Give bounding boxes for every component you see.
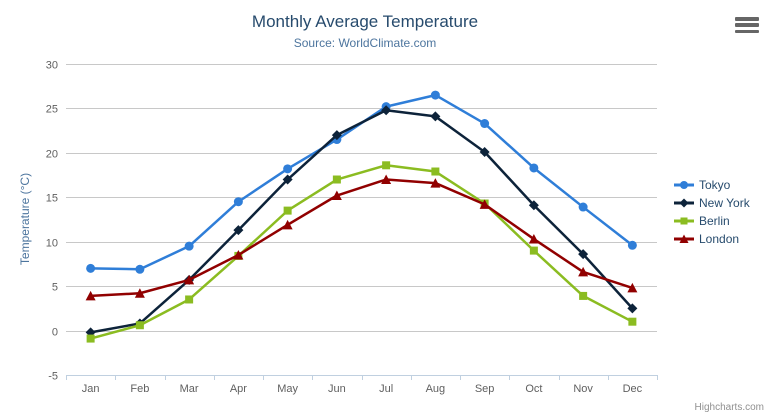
series-london (85, 174, 638, 301)
y-axis-label: 0 (52, 327, 58, 339)
data-point[interactable] (680, 217, 688, 225)
data-point[interactable] (331, 190, 342, 201)
x-axis-label: Nov (573, 383, 593, 395)
series-tokyo (86, 90, 637, 274)
data-point[interactable] (579, 291, 588, 300)
x-axis-label: Oct (525, 383, 542, 395)
legend-item-london[interactable]: London (674, 230, 750, 248)
data-point[interactable] (430, 90, 440, 100)
data-point[interactable] (134, 288, 145, 298)
x-axis-label: Jun (328, 383, 346, 395)
data-point[interactable] (381, 105, 392, 116)
y-axis-label: -5 (48, 371, 58, 383)
menu-bar (735, 23, 759, 27)
y-axis-label: 30 (46, 60, 58, 72)
legend-label: New York (699, 196, 750, 210)
legend: Tokyo New York Berlin London (674, 176, 750, 248)
export-menu-button[interactable] (735, 17, 759, 33)
legend-item-new-york[interactable]: New York (674, 194, 750, 212)
x-axis-label: Dec (623, 383, 643, 395)
data-point[interactable] (233, 197, 243, 207)
data-point[interactable] (529, 246, 538, 255)
y-axis-label: 15 (46, 193, 58, 205)
menu-bar (735, 29, 759, 33)
x-axis-label: Sep (475, 383, 495, 395)
y-axis-label: 20 (46, 149, 58, 161)
data-point[interactable] (430, 178, 441, 188)
data-point[interactable] (578, 266, 589, 277)
legend-label: Tokyo (699, 178, 731, 192)
series-line-new-york[interactable] (89, 108, 634, 334)
legend-item-tokyo[interactable]: Tokyo (674, 176, 750, 194)
legend-marker-square-icon (674, 217, 694, 225)
data-point[interactable] (282, 219, 293, 230)
data-point[interactable] (86, 263, 96, 273)
x-axis-label: Jul (379, 383, 393, 395)
data-point[interactable] (627, 282, 638, 293)
data-point[interactable] (233, 225, 244, 236)
data-point[interactable] (184, 241, 194, 251)
y-axis-label: 5 (52, 282, 58, 294)
data-point[interactable] (578, 202, 588, 212)
data-point[interactable] (332, 175, 341, 184)
x-axis-label: Jan (82, 383, 100, 395)
chart-subtitle: Source: WorldClimate.com (293, 36, 437, 50)
data-point[interactable] (430, 111, 441, 122)
data-point[interactable] (283, 206, 292, 215)
y-axis-label: 25 (46, 104, 58, 116)
data-point[interactable] (679, 234, 689, 244)
data-point[interactable] (529, 163, 539, 173)
data-point[interactable] (578, 249, 589, 260)
data-point[interactable] (282, 174, 293, 185)
x-axis-label: Feb (130, 383, 149, 395)
x-axis-label: Mar (180, 383, 199, 395)
data-point[interactable] (233, 250, 244, 260)
data-point[interactable] (86, 334, 95, 343)
data-point[interactable] (381, 174, 392, 185)
series-line-london[interactable] (89, 178, 634, 298)
legend-marker-triangle-icon (674, 234, 694, 244)
legend-label: Berlin (699, 214, 730, 228)
legend-marker-circle-icon (674, 181, 694, 189)
data-point[interactable] (528, 200, 539, 211)
data-point[interactable] (479, 199, 490, 209)
highcharts-credits-link[interactable]: Highcharts.com (694, 402, 764, 413)
data-point[interactable] (85, 290, 96, 301)
data-point[interactable] (680, 181, 688, 189)
y-axis-label: 10 (46, 238, 58, 250)
data-point[interactable] (185, 295, 194, 304)
data-point[interactable] (283, 164, 293, 174)
hamburger-menu-icon (735, 17, 759, 21)
legend-marker-diamond-icon (674, 198, 694, 208)
series-line-berlin[interactable] (89, 164, 634, 340)
x-axis-label: Aug (426, 383, 446, 395)
data-point[interactable] (628, 317, 637, 326)
data-point[interactable] (479, 146, 490, 157)
data-point[interactable] (480, 119, 490, 129)
series-new-york (85, 105, 638, 338)
data-point[interactable] (135, 264, 145, 274)
data-point[interactable] (331, 130, 342, 141)
series-line-tokyo[interactable] (89, 93, 634, 271)
data-point[interactable] (528, 234, 539, 244)
legend-label: London (699, 232, 740, 246)
data-point[interactable] (382, 161, 391, 170)
data-point[interactable] (679, 198, 689, 208)
data-point[interactable] (431, 167, 440, 176)
x-axis-label: Apr (230, 383, 247, 395)
data-point[interactable] (627, 303, 638, 314)
data-point[interactable] (627, 240, 637, 250)
chart-title: Monthly Average Temperature (251, 12, 479, 31)
data-point[interactable] (135, 321, 144, 330)
legend-item-berlin[interactable]: Berlin (674, 212, 750, 230)
x-axis-label: May (277, 383, 298, 395)
data-point[interactable] (184, 274, 195, 285)
